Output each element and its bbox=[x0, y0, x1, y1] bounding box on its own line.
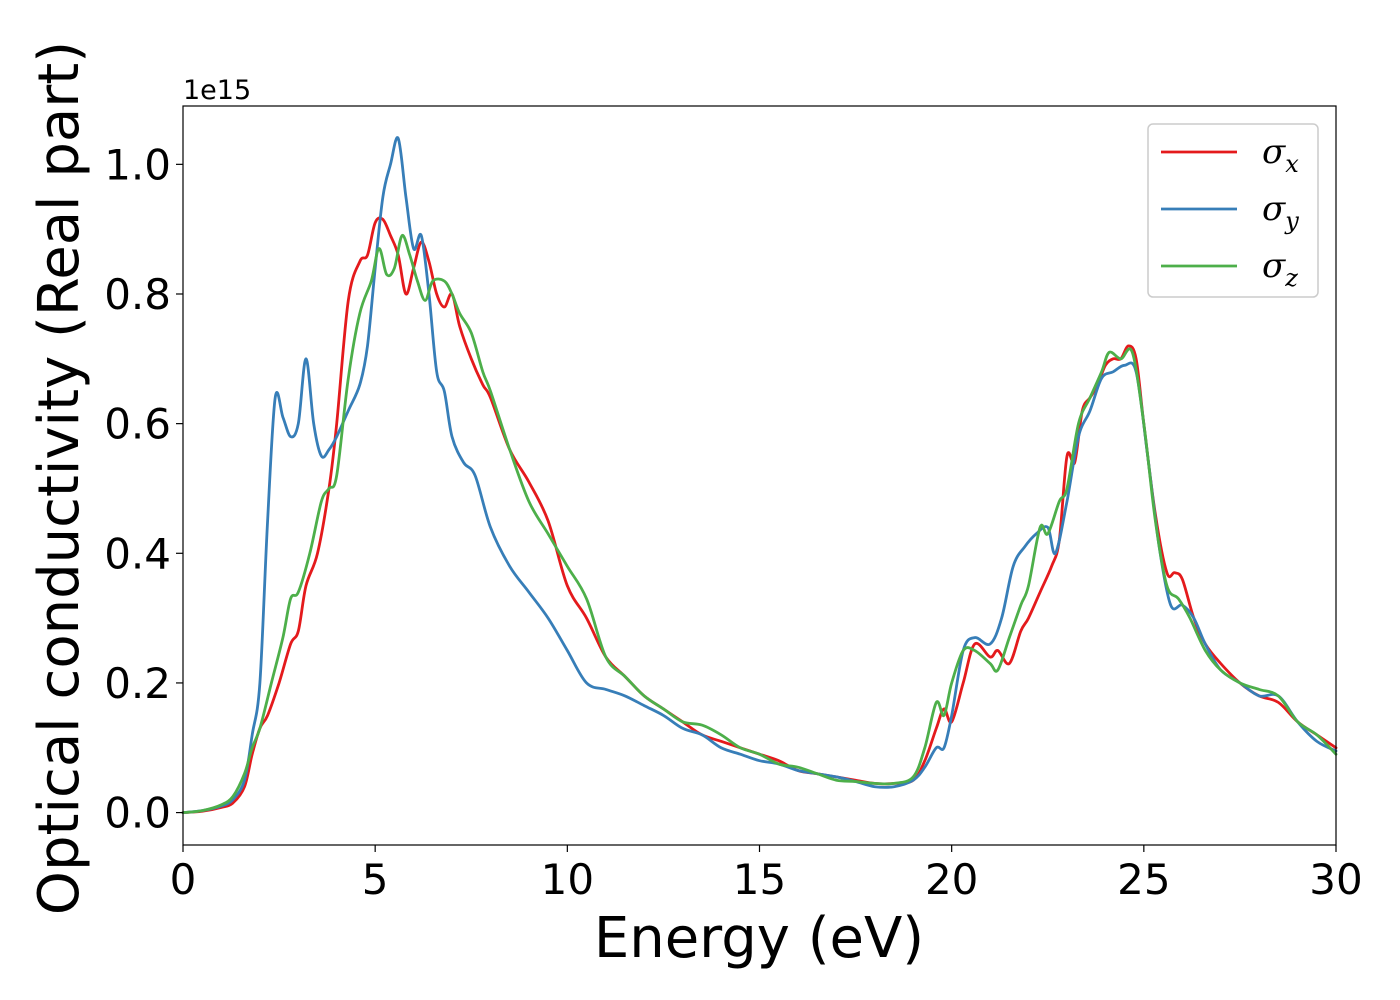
y-tick-label: 0.0 bbox=[104, 789, 171, 838]
y-tick-label: 1.0 bbox=[104, 140, 171, 189]
x-axis-ticks: 0 5 10 15 20 25 30 bbox=[170, 845, 1363, 904]
x-tick-label: 30 bbox=[1309, 855, 1362, 904]
x-tick-label: 0 bbox=[170, 855, 197, 904]
series-line-z bbox=[181, 234, 1338, 814]
x-tick-label: 15 bbox=[733, 855, 786, 904]
y-offset-label: 1e15 bbox=[183, 75, 251, 106]
x-axis-label: Energy (eV) bbox=[594, 906, 924, 971]
x-tick-label: 20 bbox=[925, 855, 978, 904]
y-axis-label: Optical conductivity (Real part) bbox=[27, 41, 92, 915]
x-tick-label: 25 bbox=[1117, 855, 1170, 904]
y-tick-label: 0.2 bbox=[104, 659, 171, 708]
y-tick-label: 0.8 bbox=[104, 270, 171, 319]
plot-area bbox=[183, 106, 1336, 845]
x-tick-label: 5 bbox=[362, 855, 389, 904]
x-tick-label: 10 bbox=[541, 855, 594, 904]
y-axis-ticks: 0.0 0.2 0.4 0.6 0.8 1.0 bbox=[104, 140, 183, 838]
legend-box bbox=[1147, 123, 1319, 298]
y-tick-label: 0.6 bbox=[104, 400, 171, 449]
y-tick-label: 0.4 bbox=[104, 529, 171, 578]
series-layer bbox=[181, 136, 1338, 814]
series-line-y bbox=[181, 136, 1338, 814]
